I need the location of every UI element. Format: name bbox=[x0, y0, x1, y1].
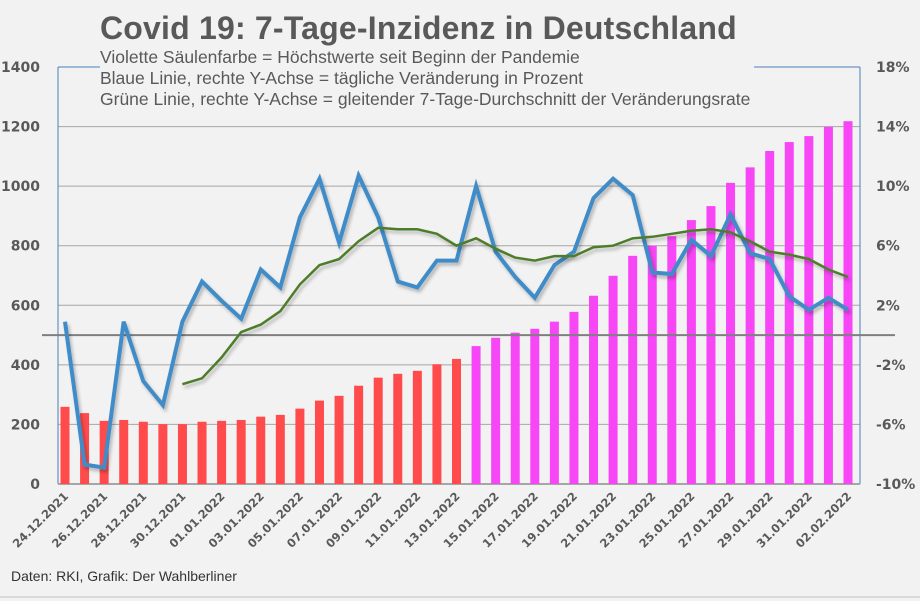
bar bbox=[412, 370, 422, 484]
bar-record-high bbox=[589, 295, 599, 484]
bar-record-high bbox=[549, 321, 559, 484]
bar bbox=[452, 358, 461, 484]
bar bbox=[99, 420, 109, 484]
right-axis-tick-label: 18% bbox=[876, 60, 910, 76]
bar bbox=[393, 373, 403, 484]
bar bbox=[432, 364, 442, 484]
bar-record-high bbox=[726, 182, 736, 484]
bar bbox=[354, 385, 364, 484]
bar bbox=[256, 416, 266, 484]
bar-record-high bbox=[647, 245, 657, 484]
bar bbox=[236, 419, 246, 484]
bar bbox=[177, 424, 187, 484]
right-axis-tick-label: 6% bbox=[876, 239, 900, 255]
left-axis-tick-label: 200 bbox=[11, 417, 40, 433]
left-axis-tick-label: 400 bbox=[11, 358, 40, 374]
left-axis-tick-label: 1000 bbox=[1, 179, 40, 195]
bar-record-high bbox=[510, 332, 520, 484]
bar-record-high bbox=[706, 206, 716, 484]
bar bbox=[197, 421, 207, 484]
right-axis-tick-label: -2% bbox=[876, 358, 906, 374]
bar-record-high bbox=[745, 167, 755, 484]
right-axis-tick-label: 10% bbox=[876, 179, 910, 195]
bar-record-high bbox=[686, 220, 696, 484]
bar-record-high bbox=[628, 255, 638, 484]
green-line-7day-average bbox=[182, 226, 849, 386]
left-axis-tick-label: 1200 bbox=[1, 120, 40, 136]
x-axis-ticks: 24.12.202126.12.202128.12.202130.12.2021… bbox=[10, 489, 854, 550]
bar bbox=[60, 406, 70, 484]
bar bbox=[217, 420, 227, 484]
bar-record-high bbox=[491, 337, 501, 484]
subtitle-green-line: Grüne Linie, rechte Y-Achse = gleitender… bbox=[100, 89, 751, 109]
bar-record-high bbox=[843, 121, 853, 485]
bar bbox=[295, 408, 305, 484]
blue-line-daily-change bbox=[63, 170, 850, 470]
bar bbox=[373, 377, 383, 484]
bar bbox=[80, 413, 90, 484]
subtitle-blue-line: Blaue Linie, rechte Y-Achse = tägliche V… bbox=[100, 68, 584, 88]
bar bbox=[119, 419, 129, 484]
bar-record-high bbox=[471, 346, 481, 484]
left-axis-tick-label: 800 bbox=[11, 239, 40, 255]
right-axis-ticks: -10% -6% -2% 2% 6% 10% 14% 18% bbox=[876, 60, 915, 493]
left-axis-tick-label: 600 bbox=[11, 298, 40, 314]
bar-record-high bbox=[530, 328, 540, 484]
bar bbox=[334, 395, 344, 484]
lines-series bbox=[63, 170, 850, 470]
chart-subtitles: Violette Säulenfarbe = Höchstwerte seit … bbox=[100, 47, 755, 110]
bar-record-high bbox=[608, 275, 618, 484]
subtitle-violet-bars: Violette Säulenfarbe = Höchstwerte seit … bbox=[100, 47, 580, 67]
bar-record-high bbox=[765, 150, 775, 484]
bar-record-high bbox=[667, 236, 677, 484]
bar-record-high bbox=[823, 126, 833, 484]
bar bbox=[314, 400, 324, 484]
bar-record-high bbox=[569, 311, 579, 484]
left-axis-tick-label: 1400 bbox=[1, 60, 40, 76]
bar bbox=[138, 421, 148, 484]
source-credit: Daten: RKI, Grafik: Der Wahlberliner bbox=[11, 568, 237, 584]
bar-record-high bbox=[784, 142, 794, 484]
bar bbox=[158, 424, 168, 484]
bottom-divider bbox=[0, 596, 920, 598]
bars-series bbox=[60, 121, 853, 485]
right-axis-tick-label: -6% bbox=[876, 417, 906, 433]
bar bbox=[275, 414, 285, 484]
left-axis-ticks: 0 200 400 600 800 1000 1200 1400 bbox=[1, 60, 40, 493]
right-axis-tick-label: -10% bbox=[876, 477, 915, 493]
left-axis-tick-label: 0 bbox=[30, 477, 40, 493]
right-axis-tick-label: 14% bbox=[876, 120, 910, 136]
right-axis-tick-label: 2% bbox=[876, 298, 900, 314]
chart-title: Covid 19: 7-Tage-Inzidenz in Deutschland bbox=[100, 10, 737, 46]
